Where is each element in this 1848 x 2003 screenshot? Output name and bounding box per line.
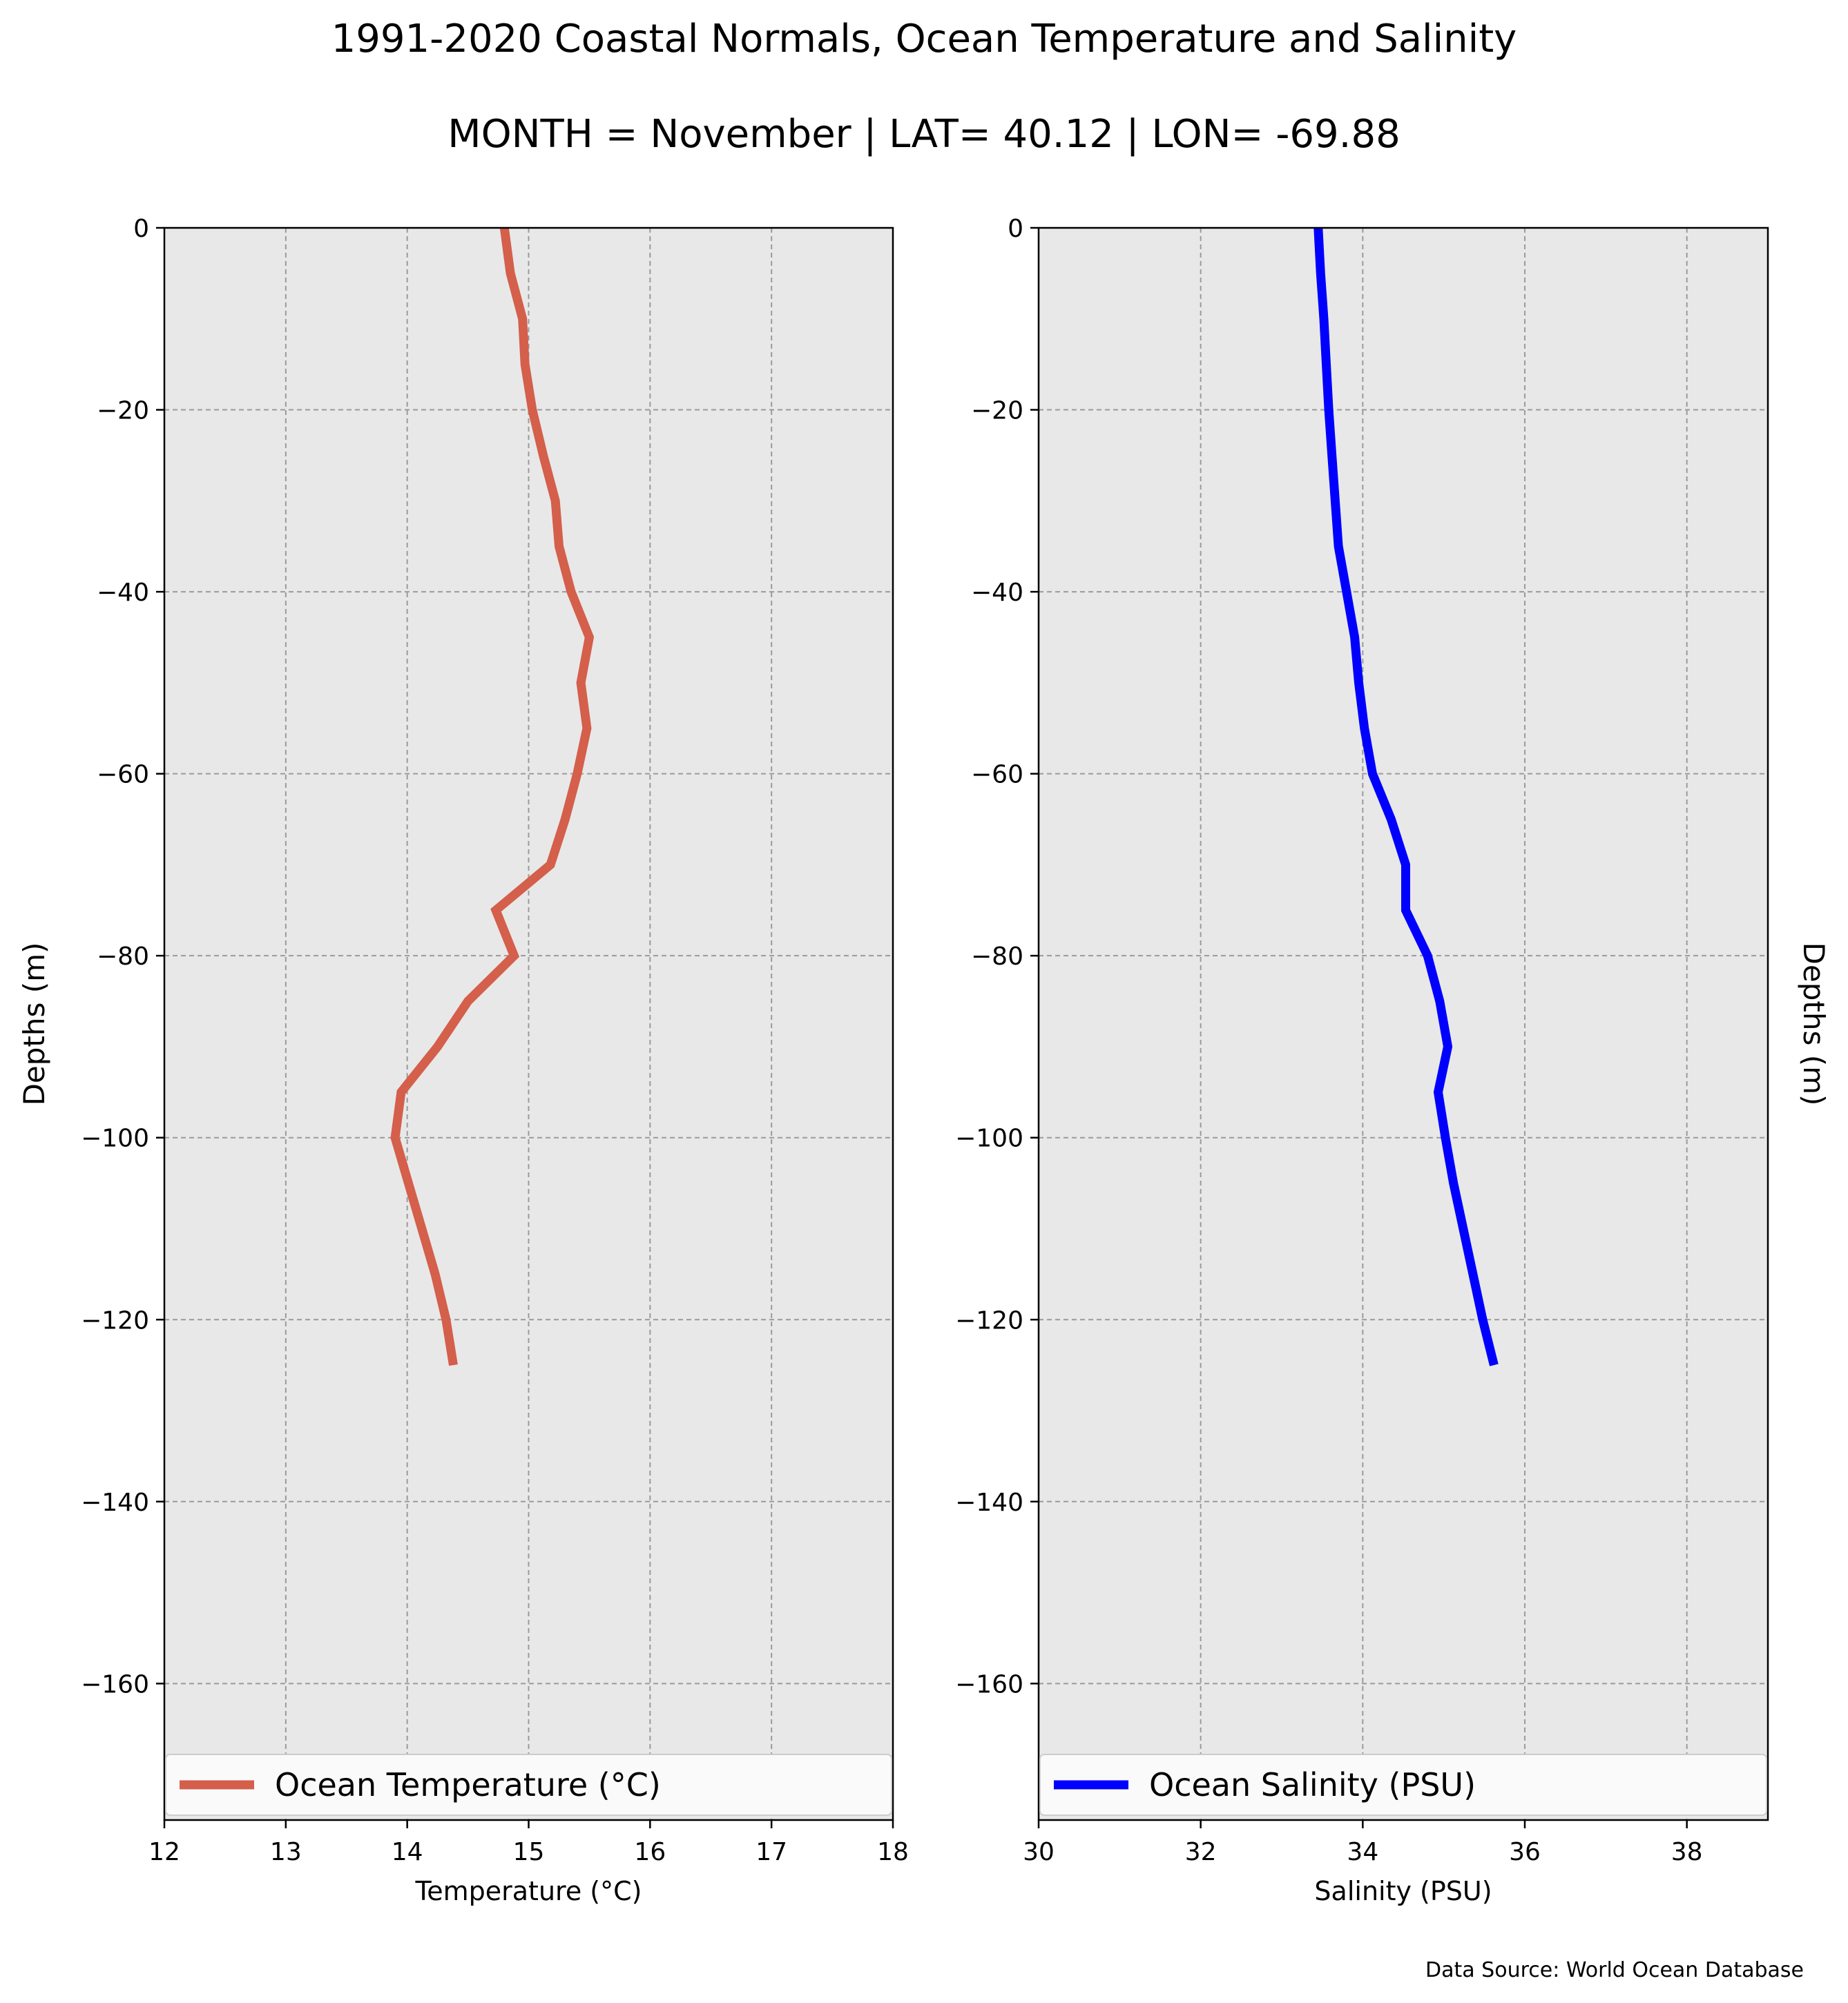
legend-box [165, 1754, 892, 1816]
x-tick-label: 12 [148, 1838, 180, 1866]
y-tick-label: −20 [971, 397, 1023, 425]
x-tick-label: 32 [1185, 1838, 1217, 1866]
y-tick-label: −100 [81, 1125, 149, 1153]
y-tick-label: −60 [97, 761, 149, 789]
y-axis-label: Depths (m) [17, 942, 51, 1106]
legend: Ocean Salinity (PSU) [1039, 1754, 1767, 1816]
x-tick-label: 16 [634, 1838, 666, 1866]
y-tick-label: −20 [97, 397, 149, 425]
plot-area [1039, 228, 1768, 1820]
legend-box [1039, 1754, 1767, 1816]
x-tick-label: 36 [1509, 1838, 1541, 1866]
x-tick-label: 38 [1671, 1838, 1703, 1866]
legend-label: Ocean Temperature (°C) [275, 1766, 661, 1803]
y-tick-label: −80 [97, 942, 149, 971]
y-tick-label: −140 [955, 1489, 1023, 1517]
x-tick-label: 15 [513, 1838, 545, 1866]
x-axis-label: Salinity (PSU) [1314, 1876, 1492, 1906]
y-tick-label: −120 [81, 1306, 149, 1335]
y-tick-label: 0 [133, 215, 149, 243]
y-tick-label: 0 [1008, 215, 1023, 243]
figure-subtitle: MONTH = November | LAT= 40.12 | LON= -69… [447, 112, 1401, 157]
y-tick-label: −40 [97, 579, 149, 607]
x-tick-label: 18 [877, 1838, 909, 1866]
x-tick-label: 30 [1023, 1838, 1055, 1866]
legend-label: Ocean Salinity (PSU) [1149, 1766, 1476, 1803]
temperature-panel: 12 13 14 15 16 17 18 0 −20 −40 −60 −80 −100 −120 −140 −… [17, 215, 909, 1906]
axes-frame [1037, 226, 1769, 1821]
y-tick-label: −100 [955, 1125, 1023, 1153]
x-axis-label: Temperature (°C) [415, 1876, 642, 1906]
data-source-note: Data Source: World Ocean Database [1425, 1958, 1804, 1982]
x-tick-label: 13 [270, 1838, 302, 1866]
y-tick-label: −60 [971, 761, 1023, 789]
salinity-panel: 30 32 34 36 38 0 −20 −40 −60 −80 −100 −120 −140 −160 S… [955, 215, 1831, 1906]
y-tick-label: −40 [971, 579, 1023, 607]
y-tick-label: −160 [955, 1670, 1023, 1699]
y-tick-label: −120 [955, 1306, 1023, 1335]
y-tick-label: −140 [81, 1489, 149, 1517]
series-line [390, 227, 595, 1366]
legend: Ocean Temperature (°C) [165, 1754, 892, 1816]
x-tick-label: 17 [755, 1838, 787, 1866]
figure-title: 1991-2020 Coastal Normals, Ocean Tempera… [331, 17, 1517, 61]
y-tick-label: −160 [81, 1670, 149, 1699]
series-line [1313, 227, 1499, 1366]
x-tick-label: 14 [392, 1838, 423, 1866]
y-axis-label: Depths (m) [1797, 942, 1831, 1106]
x-tick-label: 34 [1347, 1838, 1378, 1866]
y-tick-label: −80 [971, 942, 1023, 971]
